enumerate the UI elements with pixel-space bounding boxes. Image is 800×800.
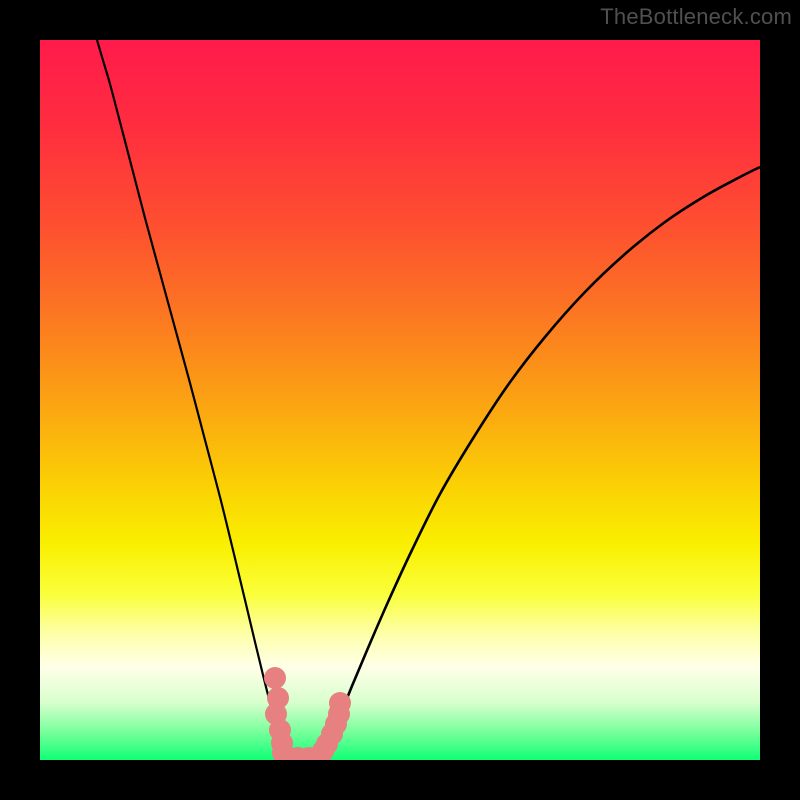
marker-dot [264, 667, 286, 689]
watermark-text: TheBottleneck.com [600, 4, 792, 30]
markers-layer [40, 40, 760, 760]
plot-area [40, 40, 760, 760]
markers-group [264, 667, 351, 760]
marker-dot [329, 692, 351, 714]
